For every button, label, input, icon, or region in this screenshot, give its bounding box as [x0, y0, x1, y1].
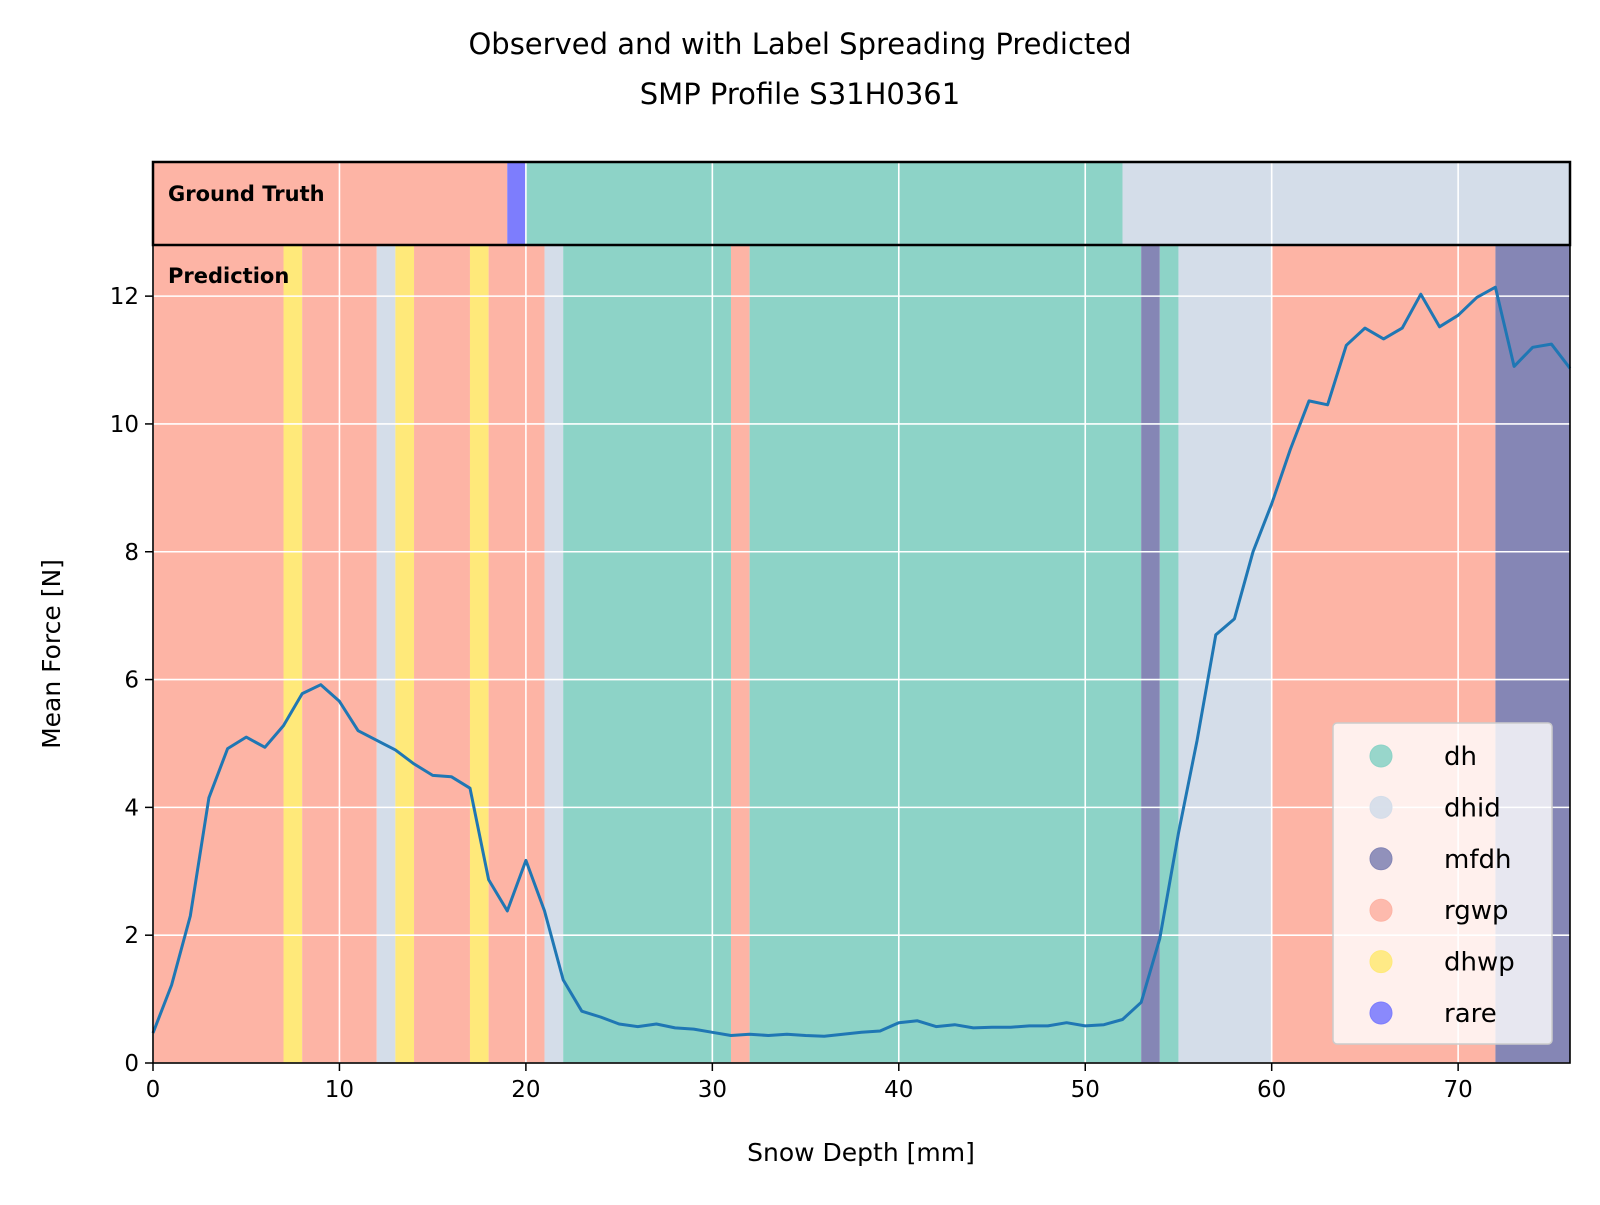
x-tick-label: 20 — [511, 1077, 540, 1103]
y-tick-label: 8 — [124, 540, 139, 566]
legend-marker-mfdh — [1369, 847, 1393, 871]
plot-frame — [152, 244, 1571, 1064]
x-tick-label: 70 — [1443, 1077, 1472, 1103]
legend-marker-rare — [1369, 1001, 1393, 1025]
x-tick-label: 10 — [325, 1077, 354, 1103]
ground-truth-bands — [153, 162, 1570, 245]
y-axis-label: Mean Force [N] — [37, 559, 66, 749]
prediction-band-rgwp — [153, 245, 284, 1063]
series-group — [151, 285, 1572, 1038]
prediction-band-rgwp — [488, 245, 545, 1063]
prediction-bands — [153, 245, 1570, 1063]
y-axis-ticks: 0 2 4 6 8 10 12 — [110, 284, 153, 1077]
x-tick-label: 0 — [146, 1077, 161, 1103]
legend-marker-dhwp — [1369, 950, 1393, 974]
y-tick-label: 2 — [124, 923, 139, 949]
x-tick-label: 60 — [1257, 1077, 1286, 1103]
ground-truth-label: Ground Truth — [168, 182, 325, 206]
prediction-band-dhwp — [283, 245, 303, 1063]
prediction-band-dhid — [544, 245, 564, 1063]
legend-marker-dh — [1369, 744, 1393, 768]
legend-marker-rgwp — [1369, 898, 1393, 922]
legend-label-mfdh: mfdh — [1444, 845, 1511, 875]
prediction-band-dh — [563, 245, 731, 1063]
legend-label-dhid: dhid — [1444, 793, 1501, 823]
prediction-label: Prediction — [168, 264, 289, 288]
chart-title: Observed and with Label Spreading Predic… — [468, 27, 1131, 61]
y-tick-label: 10 — [110, 412, 139, 438]
ground-truth-band-rgwp — [153, 162, 508, 245]
x-tick-label: 50 — [1071, 1077, 1100, 1103]
y-tick-label: 4 — [124, 795, 139, 821]
prediction-band-rgwp — [730, 245, 750, 1063]
prediction-band-dh — [1159, 245, 1179, 1063]
y-tick-label: 12 — [110, 284, 139, 310]
y-tick-label: 6 — [124, 668, 139, 694]
x-axis-label: Snow Depth [mm] — [747, 1138, 975, 1167]
prediction-band-rgwp — [414, 245, 470, 1063]
legend-marker-dhid — [1369, 795, 1393, 819]
prediction-band-dhwp — [469, 245, 489, 1063]
x-tick-label: 40 — [884, 1077, 913, 1103]
prediction-band-dhid — [376, 245, 396, 1063]
prediction-band-dh — [749, 245, 1142, 1063]
legend-label-rare: rare — [1444, 999, 1497, 1029]
chart-subtitle: SMP Profile S31H0361 — [640, 77, 960, 111]
legend: dh dhid mfdh rgwp dhwp rare — [1332, 722, 1553, 1045]
ground-truth-band-dh — [525, 162, 1123, 245]
x-tick-label: 30 — [698, 1077, 727, 1103]
prediction-band-mfdh — [1141, 245, 1160, 1063]
legend-label-dh: dh — [1444, 742, 1477, 772]
prediction-band-dhwp — [395, 245, 415, 1063]
ground-truth-band-dhid — [1122, 162, 1570, 245]
series-line — [151, 285, 1572, 1038]
ground-truth-band-rare — [507, 162, 526, 245]
prediction-band-dhid — [1178, 245, 1272, 1063]
legend-label-rgwp: rgwp — [1444, 896, 1509, 926]
x-axis-ticks: 0 10 20 30 40 50 60 70 — [146, 1063, 1473, 1103]
y-tick-label: 0 — [124, 1051, 139, 1077]
legend-box — [1332, 722, 1553, 1045]
legend-label-dhwp: dhwp — [1444, 948, 1515, 978]
